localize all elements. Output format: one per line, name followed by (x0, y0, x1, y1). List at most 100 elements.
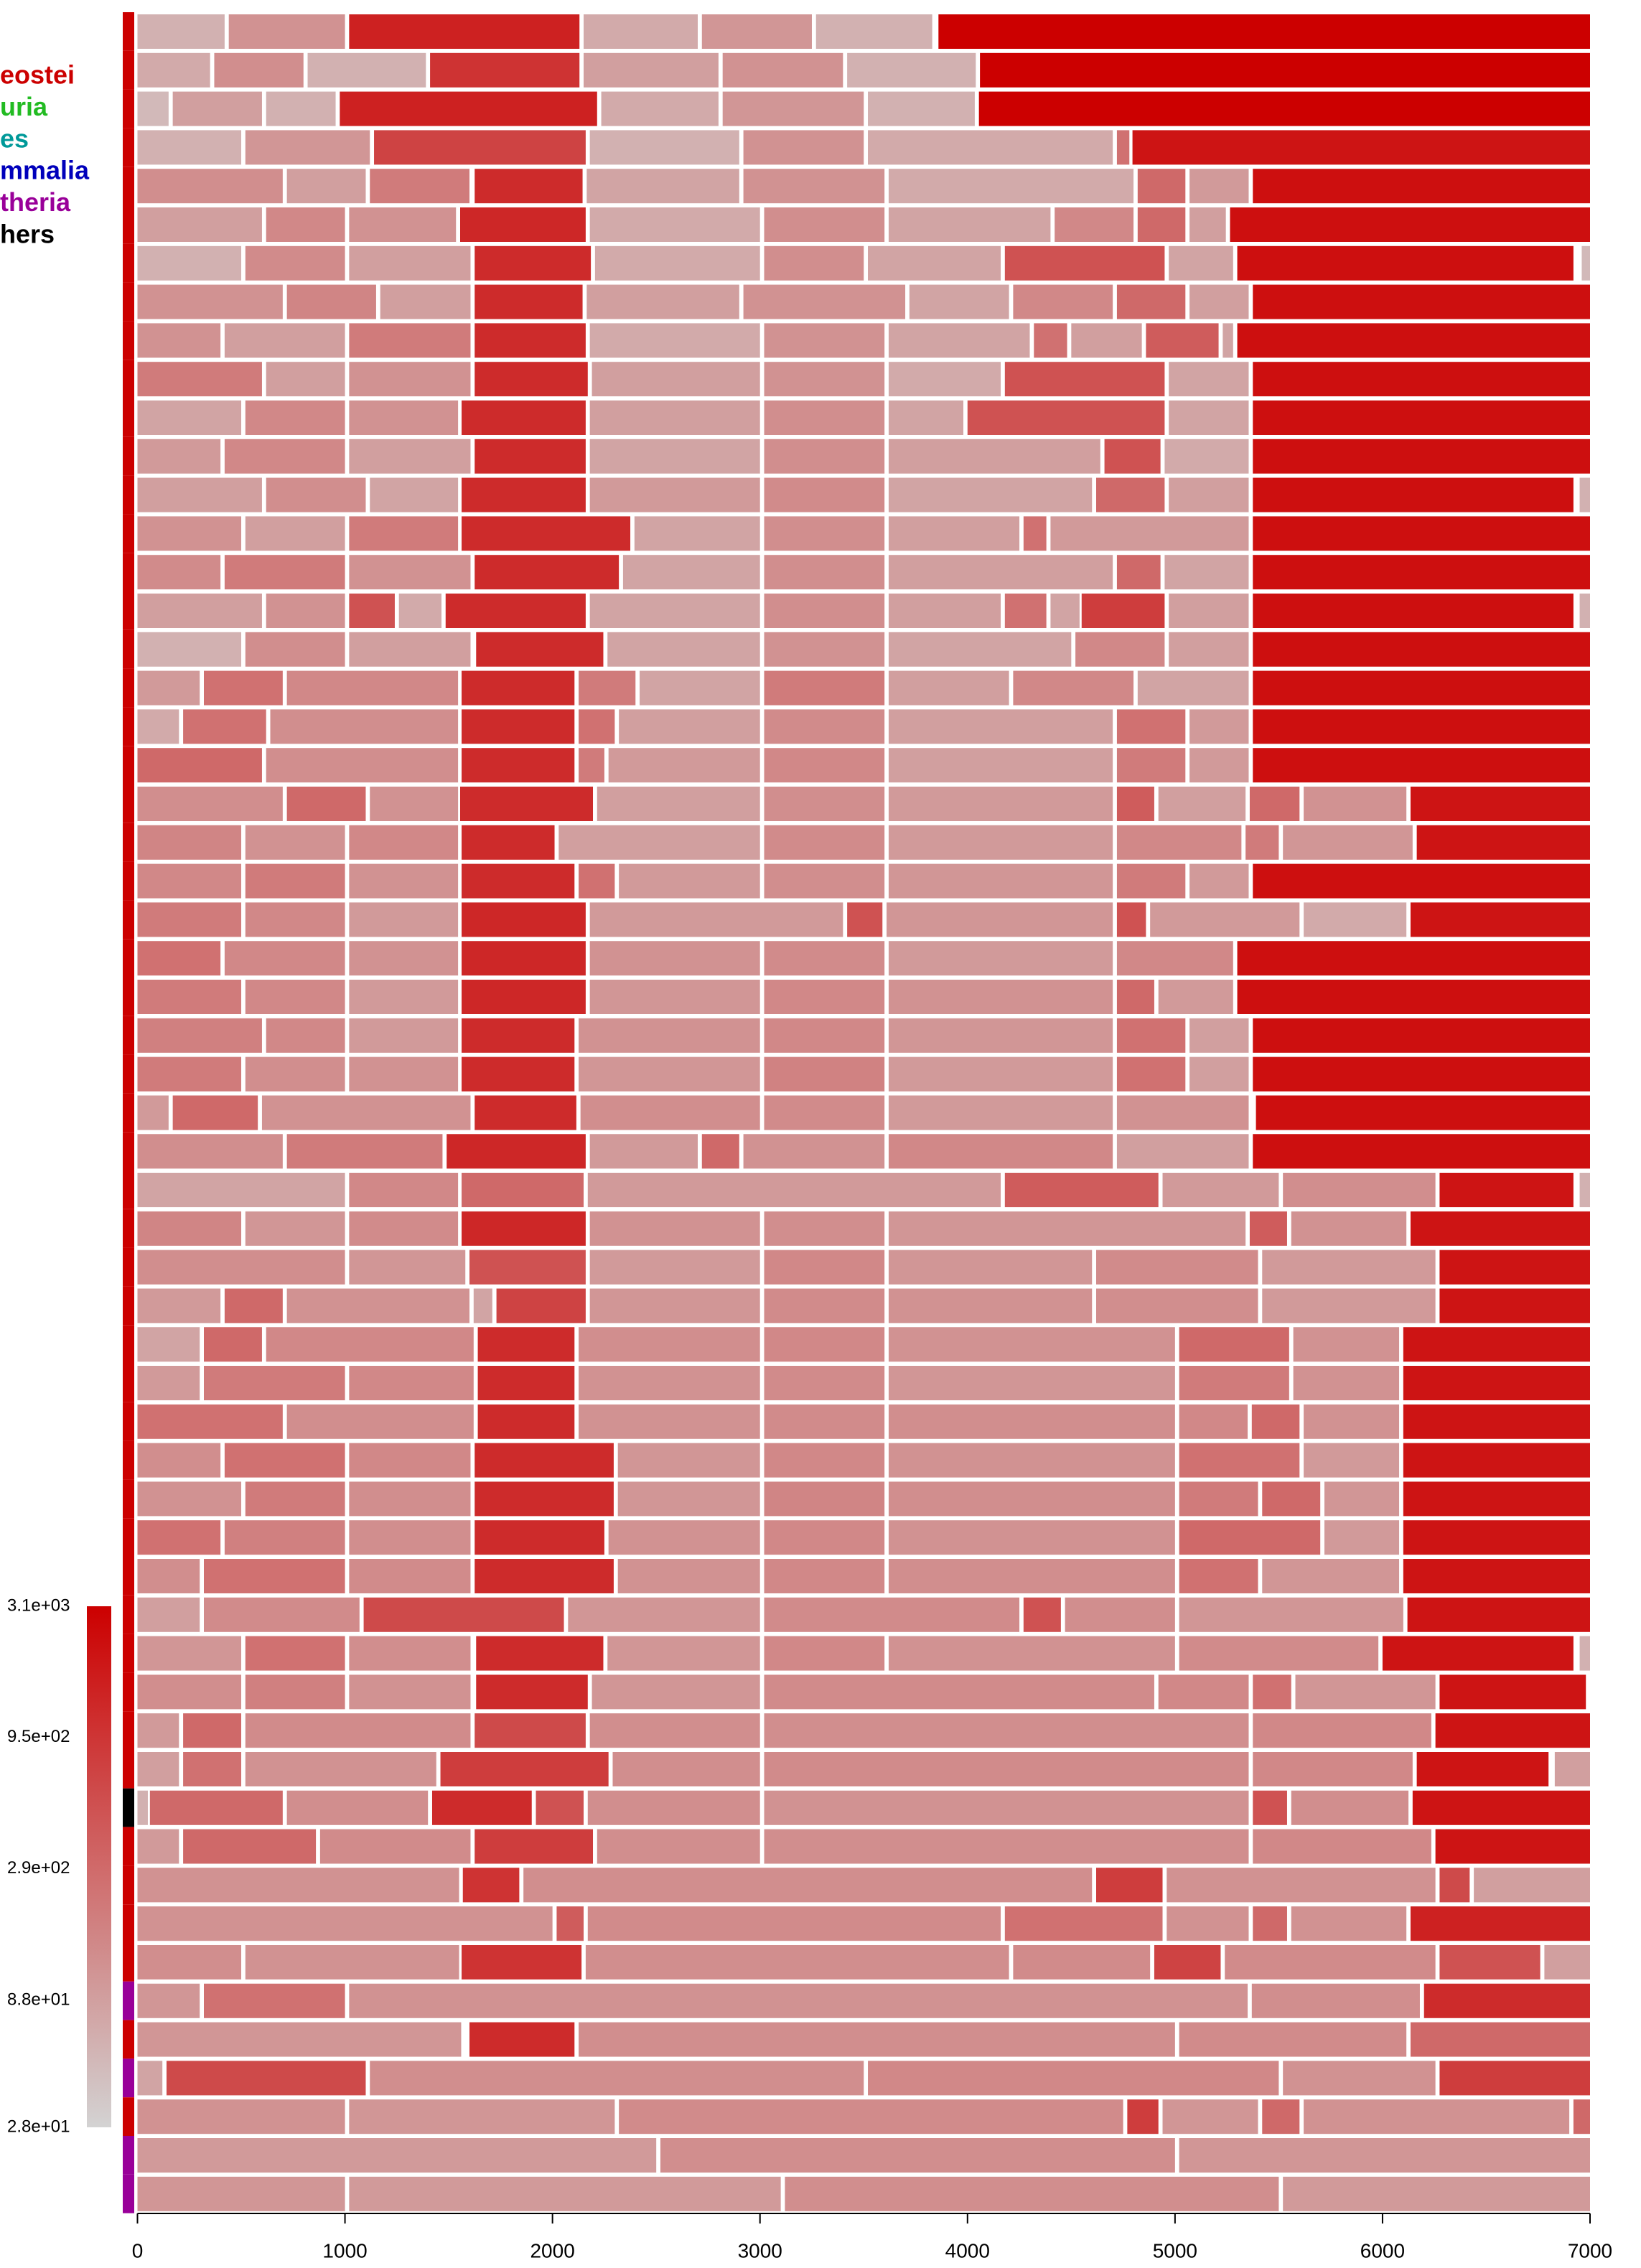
segment (1096, 1288, 1258, 1323)
segment (888, 1288, 1093, 1323)
segment (462, 1868, 520, 1903)
segment (1132, 130, 1590, 165)
segment (601, 91, 719, 126)
segment (980, 52, 1590, 88)
segment (1169, 594, 1249, 628)
segment (1407, 1597, 1590, 1632)
group-strip (123, 1171, 134, 1209)
segment (938, 14, 1590, 49)
group-strip (123, 2174, 134, 2213)
segment (888, 1559, 1175, 1593)
group-strip (123, 1402, 134, 1441)
segment (224, 555, 345, 590)
segment (1116, 941, 1233, 976)
segment (597, 1829, 760, 1864)
segment (1253, 1752, 1413, 1786)
segment (597, 787, 760, 821)
segment (474, 169, 583, 204)
segment (474, 323, 586, 358)
group-strip (123, 1247, 134, 1287)
segment (888, 1250, 1093, 1285)
segment (137, 787, 283, 821)
segment (137, 1366, 200, 1400)
group-strip (123, 514, 134, 553)
segment (137, 169, 283, 204)
legend-label: uria (0, 92, 48, 121)
segment (462, 670, 575, 706)
group-strip (123, 475, 134, 515)
segment (1293, 1327, 1400, 1362)
segment (764, 1713, 1249, 1748)
segment (474, 284, 583, 319)
segment (460, 787, 594, 821)
segment (349, 902, 459, 937)
segment (1004, 362, 1165, 397)
segment (536, 1790, 584, 1825)
segment (137, 632, 242, 667)
segment (224, 439, 345, 474)
segment (1253, 1674, 1291, 1710)
segment (1162, 2099, 1258, 2135)
group-strip (123, 1132, 134, 1171)
segment (137, 14, 225, 49)
segment (1291, 1906, 1407, 1941)
segment (204, 1597, 360, 1632)
segment (764, 477, 885, 512)
segment (137, 516, 242, 551)
segment (568, 1597, 760, 1632)
segment (1237, 323, 1590, 358)
segment (1081, 594, 1165, 628)
segment (266, 207, 345, 242)
segment (245, 1481, 345, 1517)
group-strip (123, 128, 134, 167)
group-strip (123, 12, 134, 51)
segment (1004, 245, 1165, 281)
x-tick-label: 3000 (738, 2239, 782, 2262)
segment (589, 941, 760, 976)
segment (166, 2061, 366, 2096)
segment (440, 1752, 609, 1786)
segment (266, 594, 345, 628)
segment (1245, 825, 1279, 860)
segment (462, 1211, 586, 1246)
segment (1169, 362, 1249, 397)
segment (214, 52, 304, 88)
group-strip (123, 1209, 134, 1248)
segment (1189, 284, 1249, 319)
segment (1253, 1134, 1590, 1169)
segment (764, 1752, 1249, 1786)
segment (1013, 670, 1134, 706)
segment (1291, 1211, 1407, 1246)
segment (764, 1443, 885, 1478)
segment (764, 632, 885, 667)
segment (245, 516, 345, 551)
group-strip (123, 360, 134, 398)
segment (474, 555, 620, 590)
segment (349, 323, 471, 358)
segment (137, 2061, 163, 2096)
segment (349, 1173, 459, 1207)
segment (1225, 1945, 1436, 1979)
segment (619, 709, 760, 744)
segment (137, 1134, 283, 1169)
segment (815, 14, 932, 49)
segment (1256, 1095, 1590, 1130)
segment (1403, 1404, 1590, 1439)
segment (1304, 2099, 1570, 2135)
segment (1304, 1443, 1400, 1478)
segment (245, 1211, 345, 1246)
segment (1579, 594, 1590, 628)
segment (1439, 2061, 1590, 2096)
segment (888, 555, 1113, 590)
segment (137, 1443, 221, 1478)
segment (585, 1945, 1009, 1979)
group-strip (123, 167, 134, 205)
group-strip (123, 1325, 134, 1364)
segment (1179, 1404, 1248, 1439)
segment (1293, 1366, 1400, 1400)
segment (1237, 980, 1590, 1014)
group-strip (123, 1364, 134, 1402)
segment (619, 863, 760, 899)
segment (137, 1056, 242, 1092)
segment (764, 1404, 885, 1439)
